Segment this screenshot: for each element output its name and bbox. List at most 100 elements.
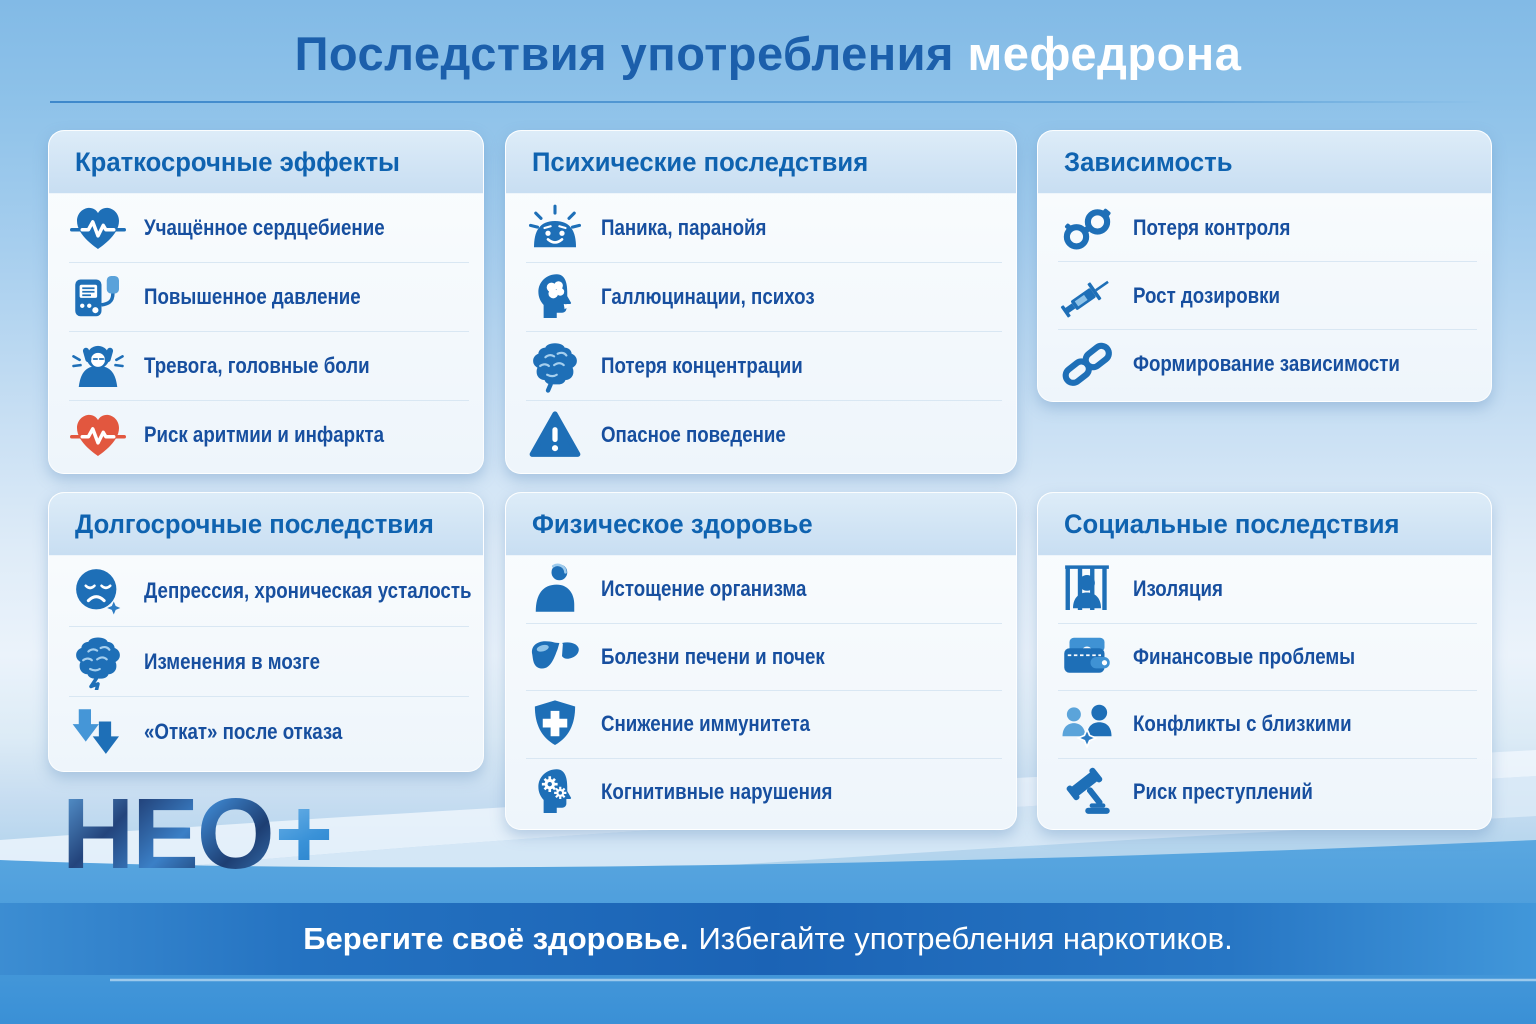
item-label: Галлюцинации, психоз bbox=[601, 284, 815, 309]
list-item: Болезни печени и почек bbox=[526, 622, 1002, 691]
page-title-main: Последствия употребления bbox=[294, 27, 954, 80]
title-underline bbox=[50, 101, 1486, 103]
list-item: Повышенное давление bbox=[69, 262, 469, 331]
heart-attack-icon bbox=[69, 406, 127, 464]
card-long-term-consequences: Долгосрочные последствия Депрессия, хрон… bbox=[48, 492, 484, 772]
item-label: Повышенное давление bbox=[144, 284, 361, 309]
card-physical-health: Физическое здоровье Истощение организма … bbox=[505, 492, 1017, 830]
heart-pulse-icon bbox=[69, 199, 127, 257]
list-item: Рост дозировки bbox=[1058, 261, 1477, 329]
card-body: Потеря контроля Рост дозировки Формирова… bbox=[1038, 194, 1491, 401]
shield-cross-icon bbox=[526, 695, 584, 753]
list-item: Изоляция bbox=[1058, 556, 1477, 623]
card-header: Физическое здоровье bbox=[506, 493, 1016, 556]
list-item: Потеря концентрации bbox=[526, 331, 1002, 400]
item-label: Паника, паранойя bbox=[601, 215, 767, 240]
logo-text: НЕО bbox=[62, 778, 275, 890]
list-item: Риск преступлений bbox=[1058, 757, 1477, 826]
neo-plus-logo: НЕО + bbox=[62, 784, 333, 884]
item-label: Болезни печени и почек bbox=[601, 643, 825, 669]
panic-face-icon bbox=[526, 199, 584, 257]
item-label: Риск преступлений bbox=[1133, 778, 1313, 804]
card-header: Долгосрочные последствия bbox=[49, 493, 483, 556]
item-label: «Откат» после отказа bbox=[144, 719, 343, 745]
card-header: Краткосрочные эффекты bbox=[49, 131, 483, 194]
syringe-icon bbox=[1058, 267, 1116, 325]
chain-icon bbox=[1058, 335, 1116, 393]
item-label: Когнитивные нарушения bbox=[601, 778, 833, 804]
card-mental-consequences: Психические последствия Паника, паранойя… bbox=[505, 130, 1017, 474]
card-title: Зависимость bbox=[1064, 146, 1233, 177]
prison-bars-icon bbox=[1058, 560, 1116, 618]
gavel-icon bbox=[1058, 763, 1116, 821]
exhausted-body-icon bbox=[526, 560, 584, 618]
item-label: Опасное поведение bbox=[601, 422, 786, 447]
brain-change-icon bbox=[69, 633, 127, 691]
item-label: Формирование зависимости bbox=[1133, 350, 1400, 376]
item-label: Депрессия, хроническая усталость bbox=[144, 577, 472, 603]
page-title-highlight: мефедрона bbox=[967, 27, 1242, 80]
head-gears-icon bbox=[526, 763, 584, 821]
list-item: Опасное поведение bbox=[526, 400, 1002, 469]
card-title: Физическое здоровье bbox=[532, 508, 813, 539]
sad-face-icon bbox=[69, 562, 127, 620]
blood-pressure-monitor-icon bbox=[69, 268, 127, 326]
list-item: Снижение иммунитета bbox=[526, 690, 1002, 758]
head-psychosis-icon bbox=[526, 268, 584, 326]
list-item: Конфликты с близкими bbox=[1058, 690, 1477, 758]
card-addiction: Зависимость Потеря контроля Рост дозиров… bbox=[1037, 130, 1492, 402]
list-item: Риск аритмии и инфаркта bbox=[69, 400, 469, 469]
card-social-consequences: Социальные последствия Изоляция Финансов… bbox=[1037, 492, 1492, 830]
list-item: Тревога, головные боли bbox=[69, 331, 469, 400]
footer-bold-text: Берегите своё здоровье. bbox=[303, 921, 689, 956]
list-item: Изменения в мозге bbox=[69, 625, 469, 697]
page-title: Последствия употребления мефедрона bbox=[0, 26, 1536, 81]
list-item: Финансовые проблемы bbox=[1058, 622, 1477, 691]
brain-icon bbox=[526, 337, 584, 395]
card-body: Истощение организма Болезни печени и поч… bbox=[506, 556, 1016, 829]
card-title: Краткосрочные эффекты bbox=[75, 146, 400, 177]
item-label: Изменения в мозге bbox=[144, 648, 321, 674]
people-conflict-icon bbox=[1058, 695, 1116, 753]
card-header: Зависимость bbox=[1038, 131, 1491, 194]
list-item: Депрессия, хроническая усталость bbox=[69, 556, 472, 626]
list-item: Формирование зависимости bbox=[1058, 329, 1477, 397]
list-item: Потеря контроля bbox=[1058, 194, 1477, 261]
item-label: Рост дозировки bbox=[1133, 282, 1280, 308]
card-body: Изоляция Финансовые проблемы Конфликты с… bbox=[1038, 556, 1491, 829]
card-body: Паника, паранойя Галлюцинации, психоз По… bbox=[506, 194, 1016, 473]
card-body: Учащённое сердцебиение Повышенное давлен… bbox=[49, 194, 483, 473]
liver-icon bbox=[526, 628, 584, 686]
warning-triangle-icon bbox=[526, 406, 584, 464]
card-header: Социальные последствия bbox=[1038, 493, 1491, 556]
list-item: Когнитивные нарушения bbox=[526, 757, 1002, 826]
item-label: Конфликты с близкими bbox=[1133, 711, 1352, 737]
item-label: Истощение организма bbox=[601, 576, 807, 602]
footer-banner: Берегите своё здоровье. Избегайте употреб… bbox=[0, 916, 1536, 962]
item-label: Тревога, головные боли bbox=[144, 353, 370, 378]
list-item: Галлюцинации, психоз bbox=[526, 262, 1002, 331]
card-body: Депрессия, хроническая усталость Изменен… bbox=[49, 556, 483, 771]
down-arrows-icon bbox=[69, 703, 127, 761]
list-item: Учащённое сердцебиение bbox=[69, 194, 469, 262]
item-label: Учащённое сердцебиение bbox=[144, 215, 385, 240]
list-item: «Откат» после отказа bbox=[69, 696, 469, 767]
item-label: Снижение иммунитета bbox=[601, 711, 811, 737]
card-short-term-effects: Краткосрочные эффекты Учащённое сердцеби… bbox=[48, 130, 484, 474]
item-label: Изоляция bbox=[1133, 576, 1223, 602]
list-item: Истощение организма bbox=[526, 556, 1002, 623]
wallet-icon bbox=[1058, 628, 1116, 686]
footer-regular-text: Избегайте употребления наркотиков. bbox=[698, 921, 1233, 956]
card-header: Психические последствия bbox=[506, 131, 1016, 194]
list-item: Паника, паранойя bbox=[526, 194, 1002, 262]
item-label: Потеря контроля bbox=[1133, 214, 1291, 240]
logo-plus-icon: + bbox=[274, 778, 334, 890]
anxiety-headache-icon bbox=[69, 337, 127, 395]
item-label: Риск аритмии и инфаркта bbox=[144, 422, 385, 447]
card-title: Психические последствия bbox=[532, 146, 869, 177]
card-title: Социальные последствия bbox=[1064, 508, 1400, 539]
card-title: Долгосрочные последствия bbox=[75, 508, 434, 539]
item-label: Финансовые проблемы bbox=[1133, 643, 1356, 669]
item-label: Потеря концентрации bbox=[601, 353, 803, 378]
